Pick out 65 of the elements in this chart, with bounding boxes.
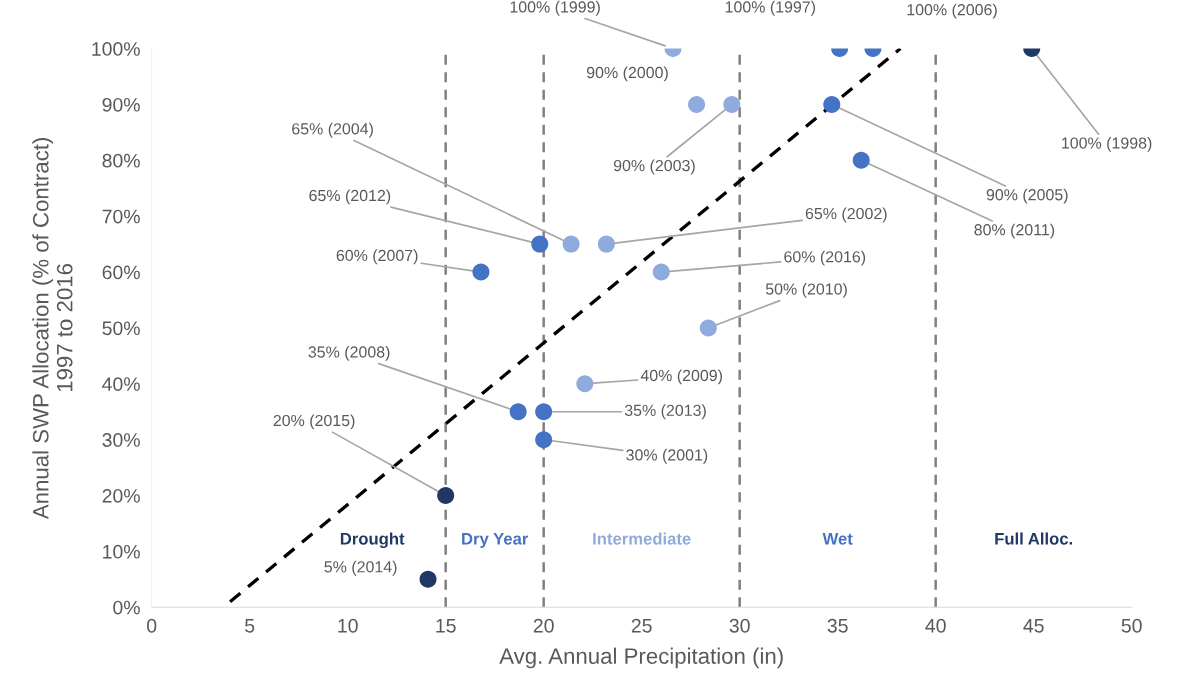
y-tick-label: 90% (102, 97, 140, 112)
x-tick-label: 15 (436, 619, 456, 633)
point (852, 151, 870, 169)
y-tick-label: 30% (102, 433, 140, 447)
y-tick-label: 50% (102, 321, 140, 336)
data-label: 100% (1999) (510, 0, 600, 16)
data-label: 80% (2011) (974, 223, 1055, 239)
y-tick-label: 60% (102, 265, 140, 280)
data-label: 60% (2007) (336, 249, 418, 265)
data-label: 65% (2004) (292, 122, 373, 138)
x-tick-label: 20 (533, 618, 554, 633)
y-tick-label: 0% (113, 600, 140, 615)
x-tick-label: 10 (338, 618, 358, 633)
point (531, 235, 549, 253)
annotation: Full Alloc. (995, 532, 1073, 545)
x-tick-label: 0 (147, 618, 157, 633)
point (472, 263, 490, 281)
data-label: 100% (2006) (907, 3, 997, 19)
data-label: 90% (2000) (586, 66, 668, 82)
point (419, 570, 437, 588)
data-label: 60% (2016) (784, 250, 866, 266)
y-tick-label: 100% (92, 42, 140, 56)
point (562, 235, 580, 253)
y-tick-label: 40% (102, 377, 140, 392)
point (823, 95, 841, 113)
x-tick-label: 5 (245, 619, 255, 633)
data-label: 50% (2010) (765, 282, 847, 298)
x-tick-label: 50 (1121, 618, 1142, 633)
annotation: Dry Year (462, 533, 529, 548)
data-label: 100% (1998) (1062, 136, 1152, 152)
annotation: Wet (822, 533, 853, 545)
point (576, 375, 594, 393)
data-label: 30% (2001) (626, 448, 708, 464)
point (535, 431, 553, 449)
data-label: 5% (2014) (324, 560, 397, 576)
data-label: 40% (2009) (640, 369, 722, 385)
data-label: 90% (2003) (613, 159, 695, 175)
x-tick-label: 30 (729, 618, 750, 633)
x-axis-title: Avg. Annual Precipitation (in) (499, 647, 783, 669)
y-tick-label: 10% (103, 544, 140, 559)
point (688, 95, 706, 113)
y-tick-label: 70% (102, 209, 140, 224)
data-label: 35% (2008) (308, 345, 390, 361)
point (535, 403, 553, 421)
point (723, 95, 741, 113)
point (652, 263, 670, 281)
point (509, 403, 527, 421)
data-label: 20% (2015) (273, 414, 355, 430)
x-tick-label: 35 (827, 618, 848, 633)
x-tick-label: 45 (1023, 619, 1044, 633)
data-label: 90% (2005) (986, 188, 1068, 204)
x-tick-label: 25 (631, 618, 652, 633)
data-label: 65% (2012) (309, 189, 391, 205)
y-tick-label: 80% (102, 153, 140, 168)
point (437, 487, 455, 505)
data-label: 100% (1997) (725, 0, 816, 16)
y-axis-title: Annual SWP Allocation (% of Contract) 1997 to 2016 (32, 138, 73, 520)
annotation: Drought (340, 532, 405, 549)
data-label: 35% (2013) (624, 404, 706, 420)
data-label: 65% (2002) (805, 207, 887, 223)
point (699, 319, 717, 337)
point (597, 235, 615, 253)
y-tick-label: 20% (102, 488, 140, 503)
x-tick-label: 40 (925, 618, 946, 633)
annotation: Intermediate (593, 532, 691, 545)
